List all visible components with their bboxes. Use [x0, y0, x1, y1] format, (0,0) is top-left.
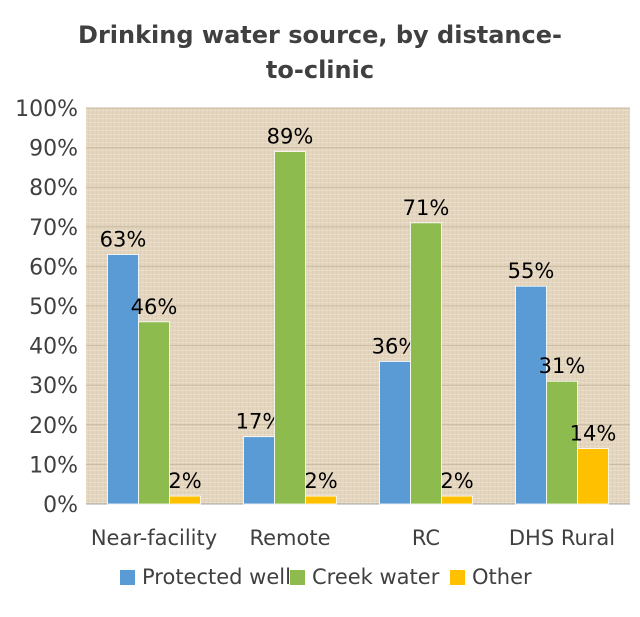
bar — [546, 380, 578, 505]
data-label: 55% — [508, 259, 555, 283]
legend-label: Creek water — [312, 565, 440, 589]
bar — [107, 254, 139, 505]
bar — [441, 495, 473, 505]
data-label: 71% — [403, 196, 450, 220]
legend-swatch — [450, 570, 465, 585]
data-label: 46% — [131, 295, 178, 319]
legend-label: Other — [472, 565, 532, 589]
bar — [577, 448, 609, 505]
data-label: 2% — [304, 469, 337, 493]
chart-title: Drinking water source, by distance-to-cl… — [78, 21, 562, 84]
bar — [410, 222, 442, 505]
y-tick-label: 80% — [29, 176, 78, 201]
y-tick-label: 0% — [43, 493, 78, 518]
x-category-label: RC — [412, 526, 440, 550]
x-category-label: Remote — [249, 526, 330, 550]
bar — [169, 495, 201, 505]
y-tick-label: 40% — [29, 335, 78, 360]
bar — [138, 321, 170, 505]
data-label: 14% — [570, 422, 617, 446]
bar — [379, 361, 411, 505]
y-tick-label: 20% — [29, 414, 78, 439]
legend-swatch — [290, 570, 305, 585]
bar — [274, 151, 306, 505]
y-tick-label: 60% — [29, 255, 78, 280]
data-label: 63% — [100, 228, 147, 252]
y-tick-label: 100% — [15, 97, 78, 122]
y-tick-label: 90% — [29, 137, 78, 162]
data-label: 31% — [539, 354, 586, 378]
y-tick-label: 70% — [29, 216, 78, 241]
data-label: 2% — [440, 469, 473, 493]
y-tick-label: 50% — [29, 295, 78, 320]
legend-label: Protected well — [142, 565, 291, 589]
y-tick-label: 30% — [29, 374, 78, 399]
data-label: 89% — [267, 125, 314, 149]
bar — [515, 285, 547, 505]
data-label: 2% — [168, 469, 201, 493]
x-category-label: DHS Rural — [509, 526, 615, 550]
bar — [305, 495, 337, 505]
bar — [243, 436, 275, 505]
y-tick-label: 10% — [29, 453, 78, 478]
legend-swatch — [120, 570, 135, 585]
x-category-label: Near-facility — [91, 526, 217, 550]
